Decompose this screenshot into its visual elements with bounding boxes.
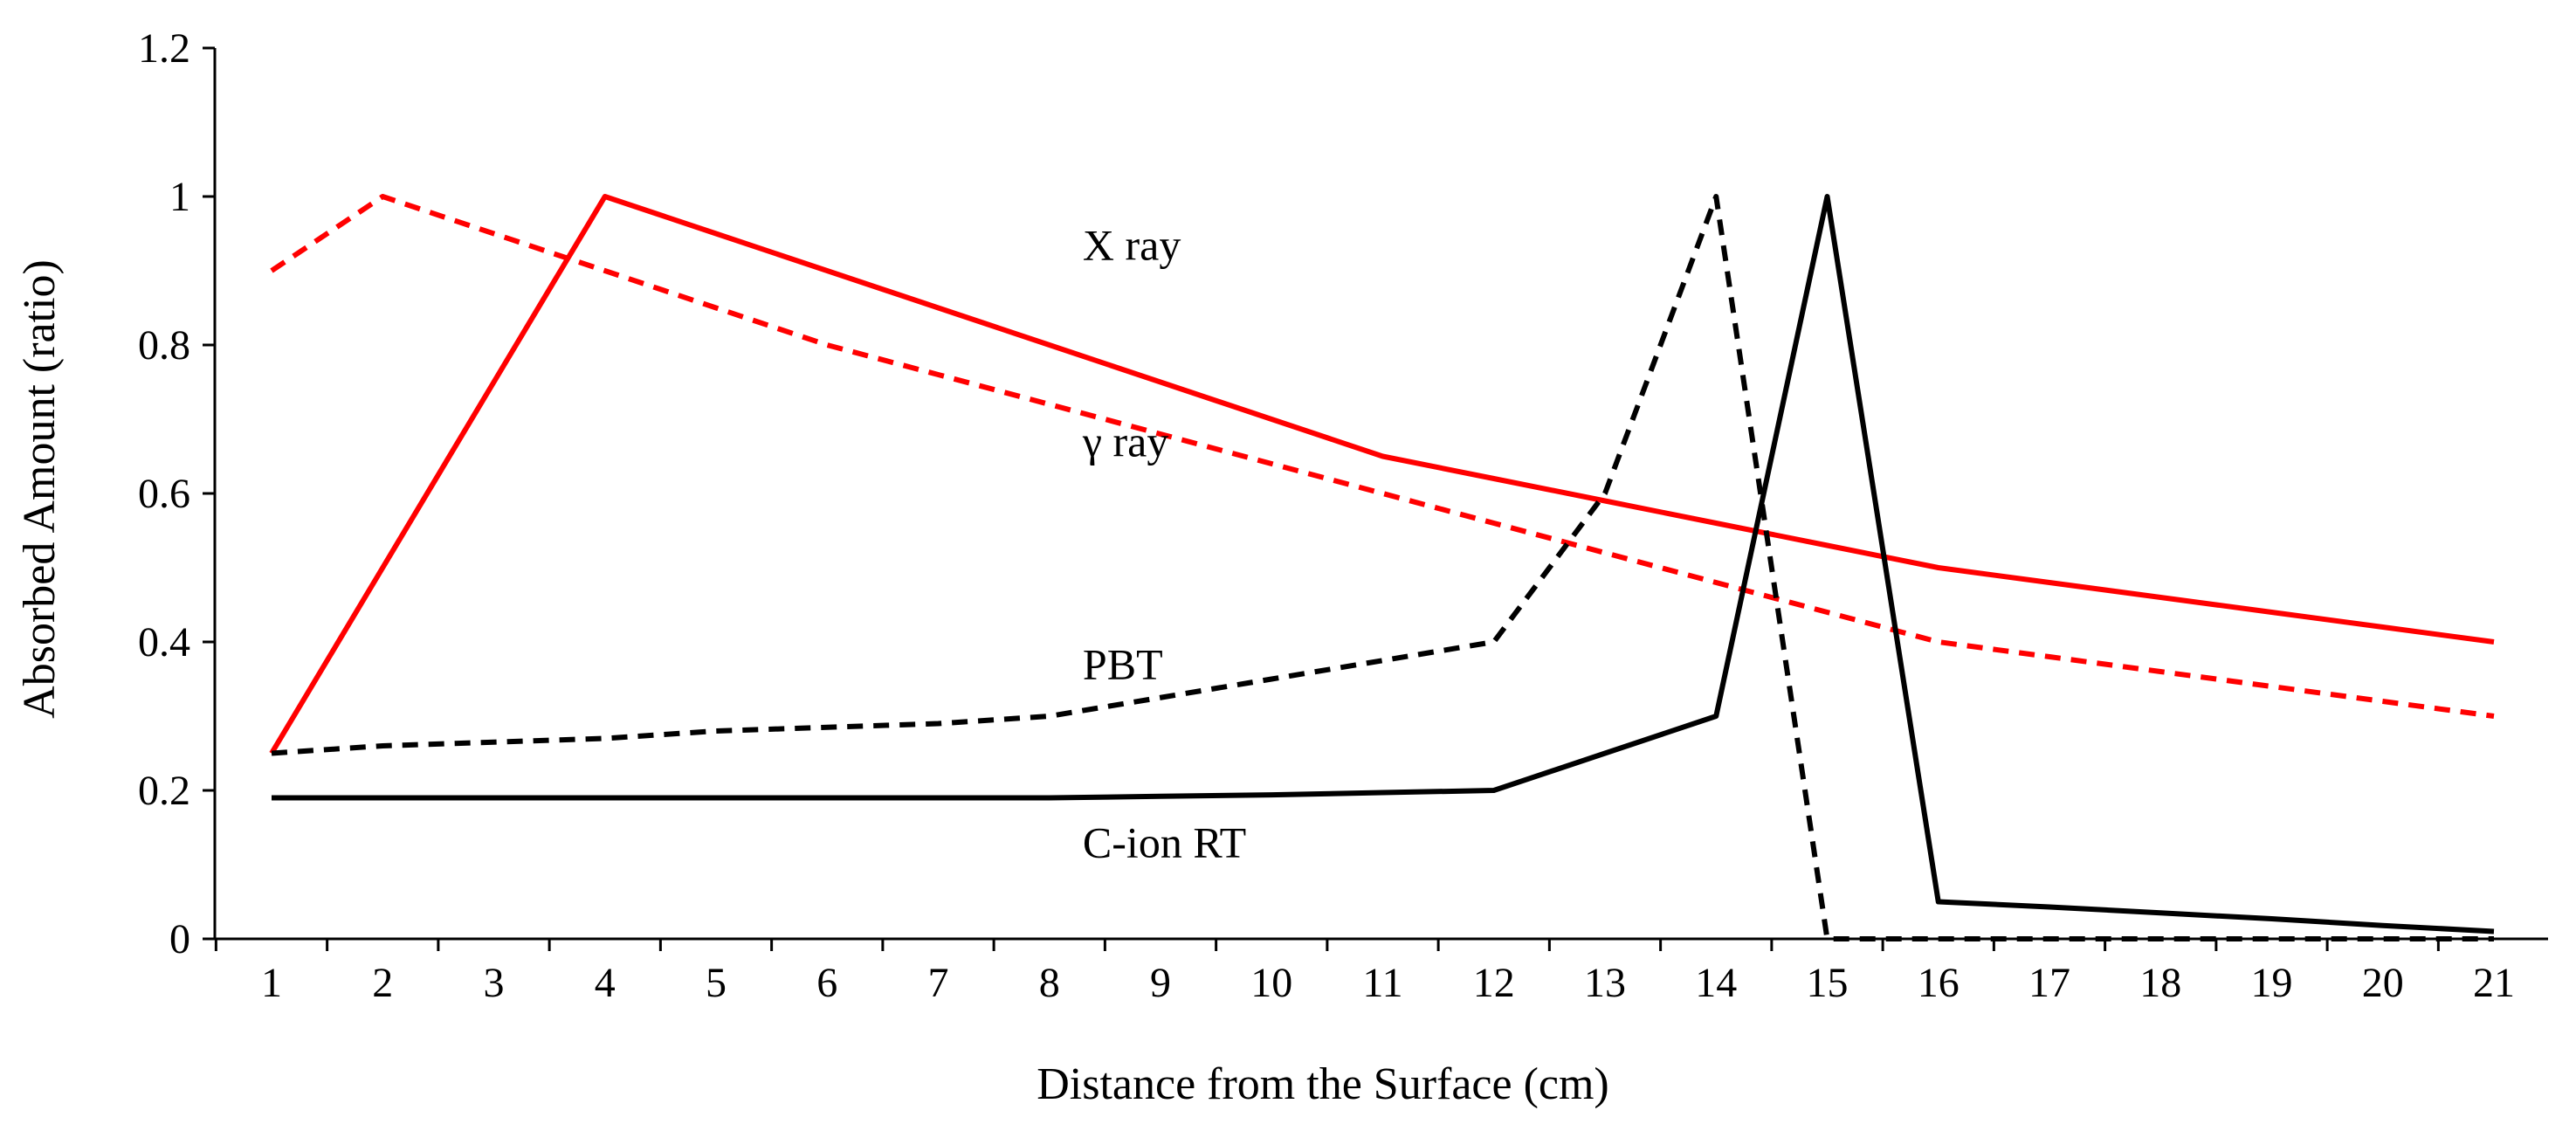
axes [203,46,2548,951]
y-tick-label: 1 [169,174,190,220]
series-annotation: γ ray [1082,417,1168,466]
x-axis-label: Distance from the Surface (cm) [1037,1059,1608,1109]
y-tick-label: 0 [169,916,190,962]
x-tick-label: 10 [1250,960,1292,1006]
series-line-ray [270,194,2495,719]
series-annotation: X ray [1083,220,1181,269]
x-tick-label: 21 [2473,960,2515,1006]
x-tick-label: 6 [816,960,837,1006]
x-tick-label: 20 [2362,960,2404,1006]
x-tick-label: 18 [2139,960,2181,1006]
x-tick-label: 11 [1362,960,1402,1006]
y-tick-label: 1.2 [138,25,190,72]
x-tick-label: 1 [261,960,282,1006]
x-tick-label: 12 [1473,960,1515,1006]
x-tick-label: 13 [1584,960,1626,1006]
x-tick-label: 16 [1918,960,1960,1006]
series-annotation: PBT [1083,640,1163,689]
series-lines [269,194,2495,941]
y-tick-label: 0.8 [138,322,190,369]
x-tick-label: 9 [1150,960,1171,1006]
x-tick-label: 7 [928,960,949,1006]
x-tick-label: 2 [372,960,393,1006]
y-axis-label: Absorbed Amount (ratio) [15,259,65,719]
tick-labels: 00.20.40.60.811.21 2 3 4 5 6 7 8 9 10 11 12 13 14 15 16… [138,25,2515,1006]
series-annotation: C-ion RT [1083,818,1246,867]
x-tick-label: 8 [1039,960,1060,1006]
x-tick-label: 5 [706,960,727,1006]
y-tick-label: 0.4 [138,619,190,665]
y-tick-label: 0.6 [138,471,190,517]
x-tick-label: 14 [1695,960,1737,1006]
series-line-x-ray [269,194,2495,755]
x-tick-label: 19 [2251,960,2293,1006]
annotations: X ray γ ray PBT C-ion RT [1082,220,1246,866]
y-tick-label: 0.2 [138,768,190,814]
x-tick-label: 3 [484,960,505,1006]
series-line-pbt [271,194,2494,941]
x-tick-label: 17 [2028,960,2070,1006]
x-tick-label: 4 [595,960,616,1006]
x-tick-label: 15 [1807,960,1849,1006]
series-line-c-ion-rt [272,194,2495,934]
